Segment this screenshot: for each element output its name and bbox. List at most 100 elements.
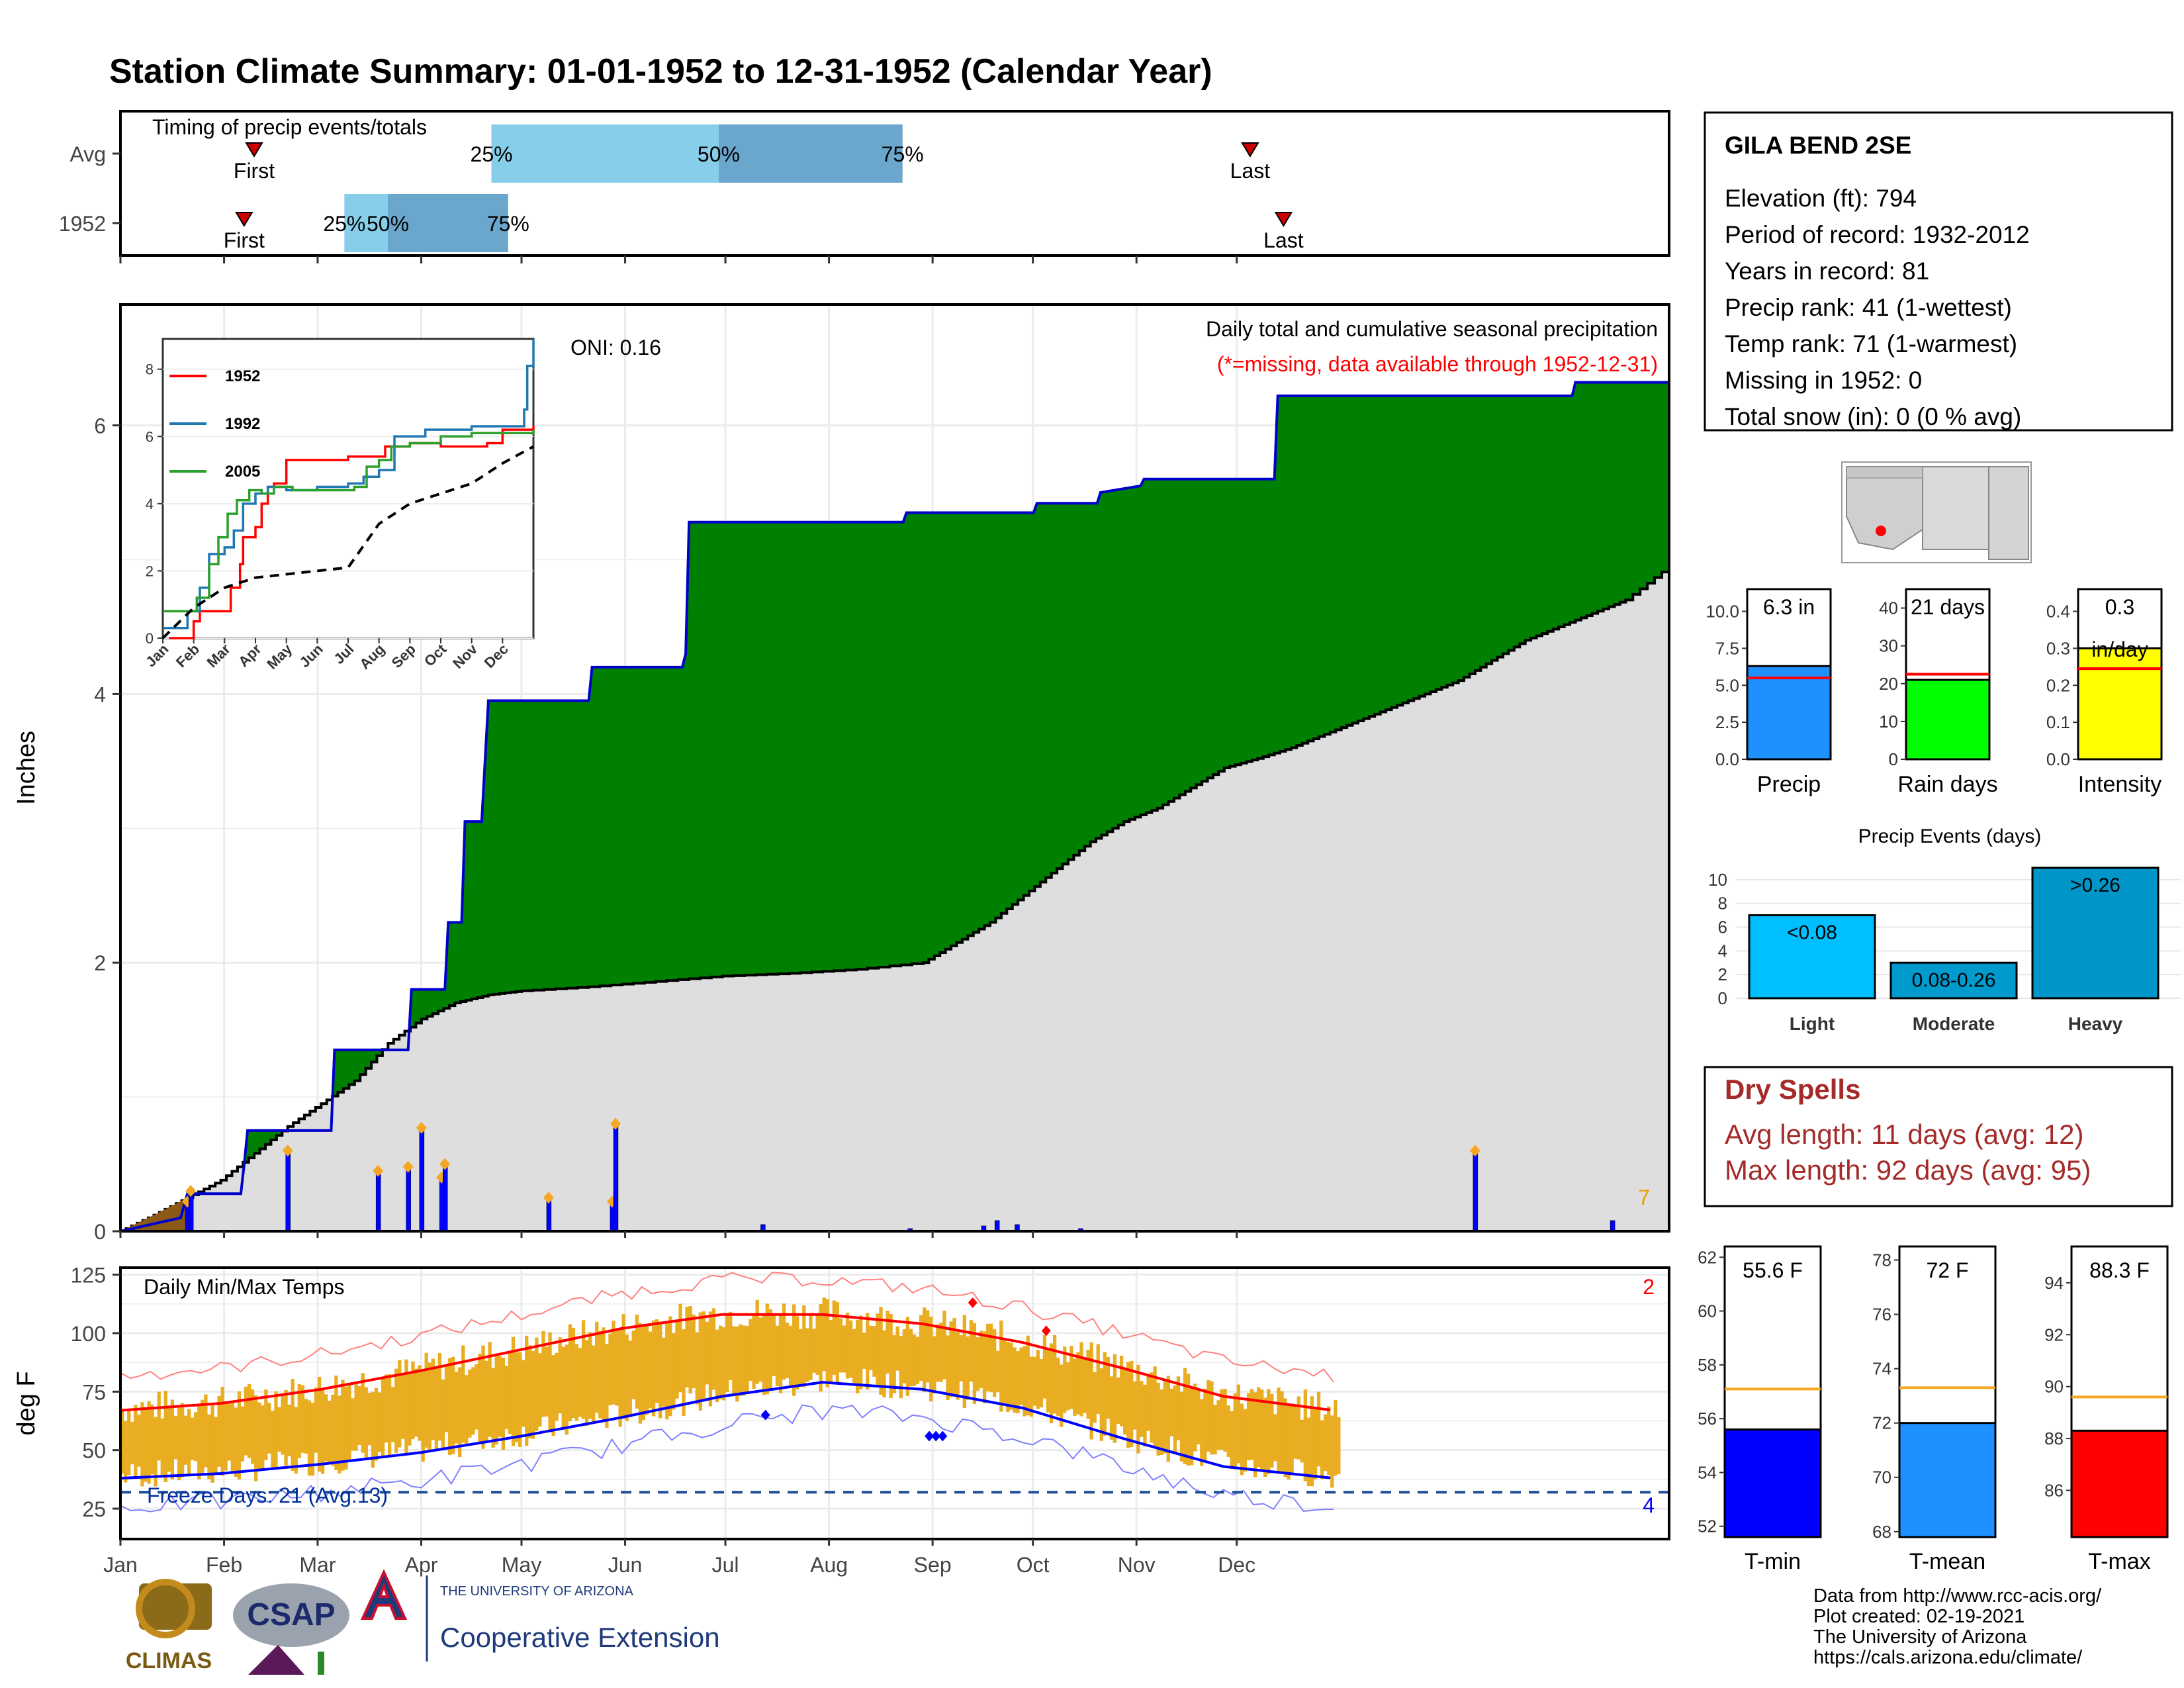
precip-stat-tick-label: 10.0 — [1706, 602, 1739, 622]
daily-temp-bar — [688, 1306, 692, 1394]
daily-temp-bar — [291, 1379, 295, 1471]
precip-stat-tick-label: 0.3 — [2046, 638, 2070, 658]
daily-temp-bar — [1003, 1338, 1007, 1403]
daily-temp-bar — [796, 1316, 799, 1389]
precip-events-panel: Precip Events (days) 0 2 4 6 8 10 <0.08 Light 0.… — [1708, 825, 2181, 1034]
daily-precip-bar — [1473, 1150, 1479, 1232]
precip-y-tick-label: 2 — [94, 951, 106, 975]
daily-temp-bar — [341, 1380, 345, 1471]
daily-temp-bar — [1197, 1389, 1201, 1445]
daily-temp-bar — [535, 1337, 539, 1431]
daily-temp-bar — [678, 1303, 682, 1393]
daily-temp-bar — [157, 1391, 161, 1461]
daily-temp-bar — [428, 1362, 432, 1452]
daily-temp-bar — [768, 1309, 772, 1389]
daily-temp-bar — [835, 1301, 839, 1383]
temp-y-tick-label: 125 — [71, 1264, 106, 1288]
temp-y-tick-label: 25 — [82, 1497, 106, 1521]
daily-temp-bar — [799, 1329, 803, 1384]
daily-temp-bar — [187, 1409, 191, 1477]
daily-temp-bar — [437, 1352, 442, 1441]
last-label: Last — [1263, 228, 1304, 252]
daily-temp-bar — [144, 1407, 148, 1482]
daily-temp-bar — [952, 1318, 956, 1397]
climas-wordmark: CLIMAS — [126, 1648, 212, 1673]
daily-temp-bar — [551, 1355, 555, 1436]
precip-stat-label: Intensity — [2078, 772, 2162, 797]
inset-series-1992 — [163, 339, 535, 630]
daily-temp-bar — [224, 1403, 228, 1471]
temp-panel: Daily Min/Max Temps Freeze Days: 21 (Avg… — [13, 1264, 1670, 1577]
daily-temp-bar — [805, 1328, 809, 1382]
daily-temp-bar — [1052, 1335, 1057, 1414]
inset-legend-label: 2005 — [225, 463, 260, 481]
daily-temp-bar — [856, 1319, 860, 1393]
precip-stat-value-unit: in/day — [2091, 637, 2148, 661]
daily-temp-bar — [391, 1387, 395, 1442]
record-high-marker — [1041, 1325, 1051, 1336]
daily-temp-bar — [1176, 1376, 1181, 1440]
daily-temp-bar — [197, 1404, 201, 1479]
daily-temp-bar — [371, 1391, 375, 1468]
daily-temp-bar — [1086, 1350, 1090, 1419]
month-tick-label: May — [502, 1553, 541, 1577]
daily-temp-bar — [1306, 1417, 1311, 1487]
precip-stat-label: Rain days — [1897, 772, 1997, 797]
daily-temp-bar — [310, 1403, 315, 1476]
precip-avg-area — [120, 566, 1670, 1233]
daily-temp-bar — [1153, 1366, 1157, 1448]
daily-temp-bar — [782, 1303, 786, 1380]
daily-temp-bar — [384, 1374, 388, 1443]
first-marker — [235, 212, 253, 227]
daily-temp-bar — [919, 1315, 923, 1381]
daily-temp-bar — [1026, 1335, 1030, 1416]
temp-count-bottom: 4 — [1643, 1493, 1655, 1517]
daily-temp-bar — [966, 1336, 970, 1400]
daily-temp-bar — [147, 1401, 151, 1484]
daily-temp-bar — [886, 1310, 889, 1374]
record-low-marker — [925, 1430, 934, 1442]
month-tick-label: Sep — [914, 1553, 952, 1577]
daily-temp-bar — [357, 1385, 361, 1445]
daily-temp-bar — [739, 1324, 743, 1396]
temp-count-top: 2 — [1643, 1275, 1655, 1299]
avg-max-temp-line — [120, 1313, 1331, 1412]
daily-precip-bar — [406, 1166, 411, 1232]
daily-temp-bar — [959, 1335, 963, 1382]
daily-temp-bar — [1166, 1376, 1170, 1462]
month-tick-label: Mar — [299, 1553, 336, 1577]
daily-temp-bar — [1287, 1404, 1291, 1480]
daily-temp-bar — [331, 1394, 335, 1466]
daily-temp-bar — [1236, 1384, 1240, 1464]
daily-temp-bar — [274, 1391, 278, 1468]
month-tick-label: Feb — [206, 1553, 242, 1577]
daily-temp-bar — [261, 1405, 265, 1470]
daily-temp-bar — [394, 1368, 398, 1453]
daily-temp-bar — [1337, 1417, 1341, 1475]
daily-temp-bar — [933, 1336, 936, 1393]
daily-temp-bar — [1223, 1389, 1227, 1452]
daily-temp-bar — [267, 1403, 271, 1454]
daily-temp-bar — [1246, 1393, 1251, 1461]
station-detail-line: Missing in 1952: 0 — [1725, 367, 1922, 394]
daily-temp-bar — [1250, 1389, 1254, 1460]
daily-temp-bar — [1334, 1399, 1338, 1476]
temp-stat-tick-label: 76 — [1872, 1305, 1891, 1325]
daily-temp-bar — [227, 1403, 231, 1461]
daily-precip-marker — [610, 1117, 621, 1130]
page-title: Station Climate Summary: 01-01-1952 to 1… — [109, 52, 1212, 91]
precip-stat-value: 6.3 in — [1763, 595, 1815, 619]
temp-stat-bar — [2070, 1429, 2169, 1538]
daily-temp-bar — [1260, 1389, 1264, 1470]
daily-temp-bar — [1032, 1356, 1036, 1406]
month-tick-label: Aug — [810, 1553, 848, 1577]
events-bar — [2031, 867, 2160, 1000]
daily-temp-bar — [180, 1403, 185, 1477]
precip-panel-frame — [119, 303, 1670, 1233]
daily-temp-bar — [1330, 1415, 1334, 1488]
daily-precip-marker — [1469, 1145, 1480, 1157]
daily-temp-bar — [1216, 1400, 1220, 1450]
daily-temp-bar — [127, 1410, 131, 1476]
daily-temp-bar — [317, 1377, 322, 1472]
timing-row-label: Avg — [69, 142, 106, 166]
